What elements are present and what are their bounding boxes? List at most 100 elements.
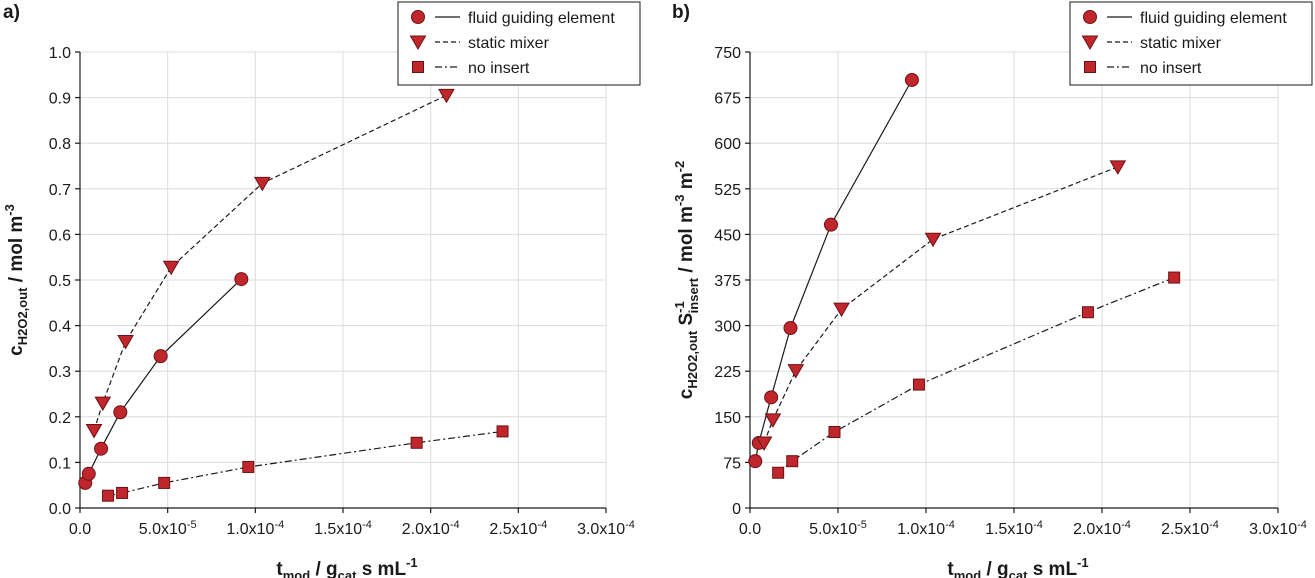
data-point — [158, 476, 171, 489]
x-tick-label: 2.0x10-4 — [1073, 519, 1131, 538]
series-line — [84, 278, 242, 484]
x-tick-label: 1.0x10-4 — [226, 519, 284, 538]
series-circle — [748, 72, 919, 469]
legend-marker — [409, 35, 427, 51]
legend-label: no insert — [1140, 60, 1202, 77]
y-axis-label: cH2O2,out S-1insert / mol m-3 m-2 — [672, 161, 701, 399]
series-triangle-down — [85, 88, 455, 439]
data-point — [113, 405, 128, 420]
data-point — [94, 441, 109, 456]
data-point — [253, 176, 271, 192]
panel-label: b) — [672, 2, 690, 23]
y-tick-label: 0.6 — [49, 227, 71, 244]
data-point — [1081, 306, 1094, 319]
y-axis-label: cH2O2,out / mol m-3 — [2, 204, 30, 356]
y-tick-label: 0.9 — [49, 91, 71, 108]
y-tick-label: 0.7 — [49, 182, 71, 199]
legend-label: static mixer — [468, 35, 550, 52]
y-tick-label: 0.2 — [49, 410, 71, 427]
data-point — [904, 72, 919, 87]
y-tick-label: 0.0 — [49, 501, 71, 518]
data-point — [85, 423, 103, 439]
legend: fluid guiding element static mixer no inse… — [1069, 1, 1313, 86]
y-tick-label: 0 — [732, 501, 741, 518]
data-point — [117, 335, 134, 350]
data-point — [81, 466, 96, 481]
data-point — [786, 455, 799, 468]
legend-marker — [412, 61, 424, 73]
y-tick-label: 150 — [714, 410, 741, 427]
series-triangle-down — [755, 160, 1127, 451]
x-tick-label: 3.0x10-4 — [577, 519, 635, 538]
data-point — [912, 378, 925, 391]
data-point — [833, 302, 850, 318]
chart-panel-a: 0.0 5.0x10-5 1.0x10-4 1.5x10-4 2.0x10-4 2.5x1… — [2, 1, 641, 578]
data-point — [823, 217, 838, 232]
panel-label: a) — [3, 2, 20, 23]
data-point — [787, 364, 805, 379]
y-tick-label: 450 — [714, 227, 741, 244]
legend: fluid guiding element static mixer no inse… — [397, 1, 641, 86]
y-tick-label: 750 — [714, 45, 741, 62]
x-tick-label: 2.0x10-4 — [402, 519, 460, 538]
x-tick-label: 0.0 — [739, 521, 761, 538]
series-line — [754, 79, 913, 462]
y-tick-label: 0.3 — [49, 364, 71, 381]
legend-marker — [1081, 35, 1099, 51]
data-point — [438, 88, 455, 104]
y-tick-label: 225 — [714, 364, 741, 381]
legend-label: static mixer — [1140, 35, 1222, 52]
data-point — [748, 454, 763, 469]
data-point — [772, 466, 785, 479]
data-point — [828, 426, 841, 438]
y-tick-label: 675 — [714, 91, 741, 108]
y-tick-label: 0.5 — [49, 273, 71, 290]
x-tick-label: 0.0 — [69, 521, 91, 538]
legend-box — [397, 1, 641, 86]
series-square — [772, 271, 1181, 479]
x-tick-label: 5.0x10-5 — [809, 519, 867, 538]
y-tick-label: 0.8 — [49, 136, 71, 153]
data-point — [496, 425, 509, 438]
x-tick-label: 1.5x10-4 — [985, 519, 1043, 538]
y-tick-label: 375 — [714, 273, 741, 290]
data-point — [1109, 160, 1127, 175]
data-point — [242, 460, 255, 473]
y-tick-label: 75 — [723, 455, 741, 472]
legend-marker — [1084, 61, 1096, 73]
x-tick-label: 1.5x10-4 — [314, 519, 372, 538]
legend-label: fluid guiding element — [1140, 10, 1287, 27]
data-point — [1168, 271, 1181, 284]
data-point — [234, 272, 249, 287]
legend-label: fluid guiding element — [468, 10, 615, 27]
y-tick-label: 0.1 — [49, 455, 71, 472]
y-tick-label: 600 — [714, 136, 741, 153]
y-tick-label: 525 — [714, 182, 741, 199]
data-point — [924, 232, 942, 248]
data-point — [102, 489, 115, 502]
chart-panel-b: 0.0 5.0x10-5 1.0x10-4 1.5x10-4 2.0x10-4 2.5x1… — [672, 1, 1313, 578]
series-line — [93, 94, 447, 431]
series-line — [763, 166, 1119, 444]
x-tick-label: 2.5x10-4 — [489, 519, 547, 538]
x-tick-label: 3.0x10-4 — [1249, 519, 1307, 538]
data-point — [764, 413, 782, 428]
x-axis-label: tmod / gcat s mL-1 — [276, 555, 417, 578]
x-tick-label: 2.5x10-4 — [1161, 519, 1219, 538]
series-square — [102, 425, 509, 502]
y-tick-label: 300 — [714, 319, 741, 336]
data-point — [783, 321, 798, 336]
series-circle — [78, 272, 249, 490]
x-tick-label: 1.0x10-4 — [897, 519, 955, 538]
x-tick-label: 5.0x10-5 — [139, 519, 197, 538]
legend-marker — [411, 10, 425, 24]
data-point — [410, 436, 423, 449]
data-point — [116, 486, 129, 499]
data-point — [153, 349, 168, 364]
data-point — [764, 390, 779, 405]
y-tick-label: 1.0 — [49, 45, 71, 62]
data-point — [162, 260, 180, 276]
y-tick-label: 0.4 — [49, 319, 71, 336]
legend-box — [1069, 1, 1313, 86]
